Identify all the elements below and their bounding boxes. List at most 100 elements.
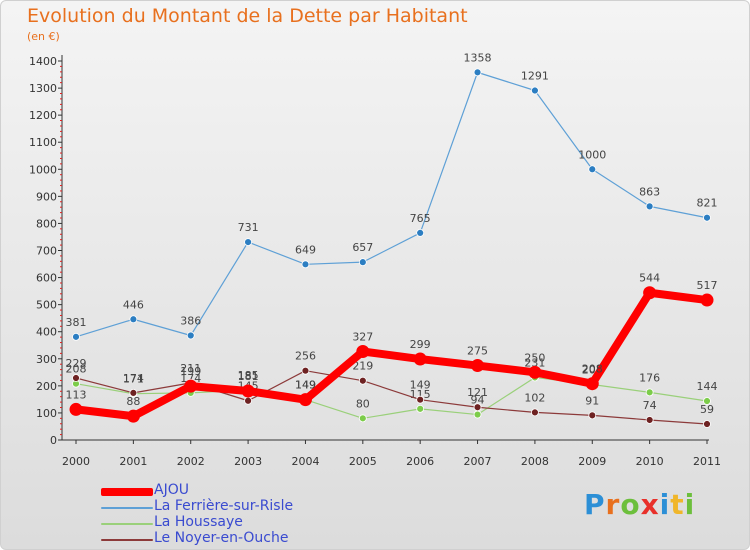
data-label: 219 bbox=[352, 360, 373, 373]
data-label: 113 bbox=[66, 388, 87, 401]
data-label: 256 bbox=[295, 350, 316, 363]
data-label: 299 bbox=[410, 338, 431, 351]
logo-letter: P bbox=[584, 488, 606, 521]
y-tick-label: 0 bbox=[50, 434, 57, 447]
data-point bbox=[585, 377, 599, 391]
logo-letter: i bbox=[684, 488, 696, 521]
data-label: 80 bbox=[356, 397, 370, 410]
data-point bbox=[703, 397, 711, 405]
y-tick-label: 1000 bbox=[29, 163, 57, 176]
data-point bbox=[473, 403, 482, 412]
data-point bbox=[126, 409, 140, 423]
data-label: 275 bbox=[467, 345, 488, 358]
data-label: 208 bbox=[66, 363, 87, 376]
data-label: 102 bbox=[524, 391, 545, 404]
y-tick-label: 800 bbox=[36, 217, 57, 230]
legend-label: Le Noyer-en-Ouche bbox=[154, 530, 289, 546]
chart-subtitle: (en €) bbox=[27, 30, 60, 43]
data-label: 174 bbox=[123, 372, 144, 385]
data-point bbox=[416, 395, 425, 404]
data-point bbox=[244, 238, 252, 247]
data-label: 1358 bbox=[464, 51, 492, 64]
data-label: 74 bbox=[643, 399, 657, 412]
x-tick-label: 2007 bbox=[464, 455, 492, 468]
data-label: 59 bbox=[700, 403, 714, 416]
legend-label: AJOU bbox=[154, 482, 189, 498]
data-label: 649 bbox=[295, 243, 316, 256]
x-tick-label: 2011 bbox=[693, 455, 721, 468]
data-label: 863 bbox=[639, 185, 660, 198]
chart-title: Evolution du Montant de la Dette par Hab… bbox=[27, 5, 468, 27]
data-point bbox=[473, 410, 482, 419]
data-point bbox=[471, 359, 485, 373]
y-tick-label: 1400 bbox=[29, 55, 57, 68]
proxiti-logo: Proxiti bbox=[584, 488, 695, 521]
data-label: 176 bbox=[639, 371, 660, 384]
x-tick-label: 2004 bbox=[291, 455, 319, 468]
data-point bbox=[643, 286, 657, 300]
y-tick-label: 600 bbox=[36, 272, 57, 285]
x-tick-label: 2003 bbox=[234, 455, 262, 468]
logo-letter: x bbox=[640, 488, 660, 521]
data-point bbox=[531, 86, 539, 95]
data-point bbox=[72, 374, 80, 382]
legend-label: La Ferrière-sur-Risle bbox=[154, 498, 294, 514]
x-tick-label: 2005 bbox=[349, 455, 377, 468]
data-point bbox=[358, 258, 367, 267]
data-label: 88 bbox=[126, 395, 140, 408]
x-tick-label: 2002 bbox=[177, 455, 205, 468]
y-tick-label: 900 bbox=[36, 190, 57, 203]
data-label: 181 bbox=[238, 370, 259, 383]
x-tick-label: 2001 bbox=[119, 455, 147, 468]
data-label: 765 bbox=[410, 212, 431, 225]
legend-swatch bbox=[101, 507, 153, 509]
logo-letter: i bbox=[659, 488, 671, 521]
x-tick-label: 2006 bbox=[406, 455, 434, 468]
data-label: 446 bbox=[123, 298, 144, 311]
data-label: 386 bbox=[180, 315, 201, 328]
data-point bbox=[358, 376, 367, 385]
data-label: 250 bbox=[524, 351, 545, 364]
series-line bbox=[75, 71, 708, 338]
y-tick-label: 1200 bbox=[29, 109, 57, 122]
data-point bbox=[645, 388, 654, 397]
data-label: 731 bbox=[238, 221, 259, 234]
data-label: 657 bbox=[352, 241, 373, 254]
y-tick-label: 400 bbox=[36, 326, 57, 339]
data-label: 199 bbox=[180, 365, 201, 378]
data-label: 1291 bbox=[521, 70, 549, 83]
data-label: 1000 bbox=[578, 148, 606, 161]
y-tick-label: 100 bbox=[36, 407, 57, 420]
data-point bbox=[72, 332, 80, 341]
data-point bbox=[645, 202, 654, 211]
series-line bbox=[75, 370, 708, 425]
data-point bbox=[244, 396, 252, 405]
data-label: 149 bbox=[410, 379, 431, 392]
legend-swatch bbox=[101, 539, 153, 541]
data-point bbox=[301, 260, 310, 269]
data-label: 381 bbox=[66, 316, 87, 329]
x-tick-label: 2000 bbox=[62, 455, 90, 468]
data-label: 144 bbox=[697, 380, 718, 393]
data-point bbox=[301, 366, 310, 375]
data-label: 174 bbox=[180, 372, 201, 385]
data-point bbox=[241, 384, 255, 398]
data-point bbox=[473, 68, 482, 77]
data-label: 171 bbox=[123, 373, 144, 386]
data-label: 517 bbox=[697, 279, 718, 292]
x-tick-label: 2010 bbox=[636, 455, 664, 468]
data-label: 544 bbox=[639, 272, 660, 285]
x-tick-label: 2008 bbox=[521, 455, 549, 468]
legend-swatch bbox=[101, 523, 153, 525]
data-point bbox=[186, 331, 195, 340]
logo-letter: o bbox=[620, 488, 641, 521]
data-point bbox=[416, 229, 425, 237]
y-tick-label: 1300 bbox=[29, 82, 57, 95]
data-label: 231 bbox=[524, 356, 545, 369]
data-point bbox=[298, 393, 312, 407]
data-point bbox=[645, 416, 654, 424]
data-point bbox=[416, 404, 425, 413]
y-tick-label: 300 bbox=[36, 353, 57, 366]
data-point bbox=[129, 388, 138, 397]
